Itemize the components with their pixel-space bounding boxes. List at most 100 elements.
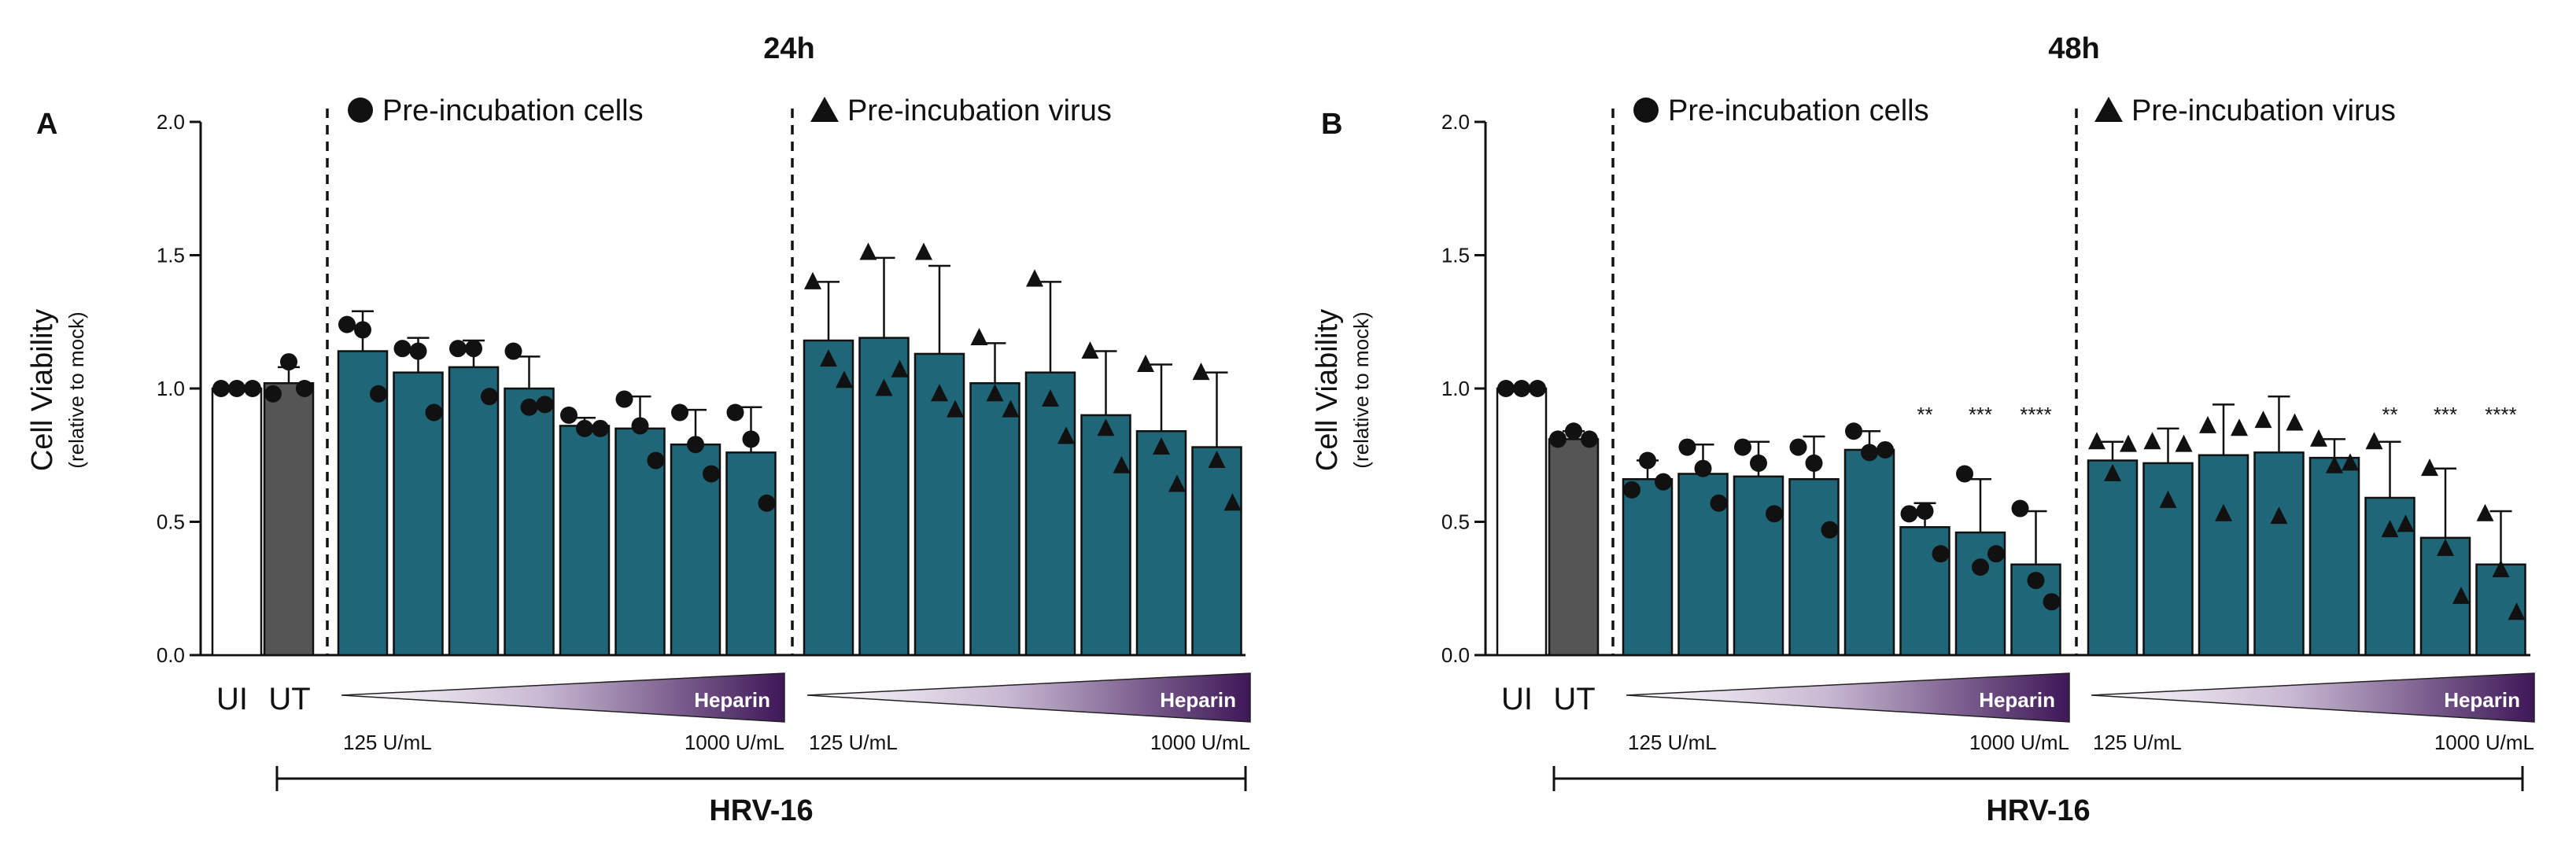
data-point-circle [1916,502,1934,520]
data-point-triangle [2397,514,2415,532]
dose-high-label: 1000 U/mL [1969,731,2069,754]
data-point-circle [576,419,593,437]
data-point-circle [1972,558,1989,576]
data-point-circle [449,340,467,358]
panel-letter: A [36,108,57,141]
data-point-triangle [2452,586,2470,604]
data-point-triangle [1223,493,1242,511]
data-point-triangle [2143,432,2161,450]
treatment-significance: ** [2382,403,2397,426]
y-axis-sublabel: (relative to mock) [65,311,88,468]
data-point-circle [228,380,245,397]
data-point-circle [1956,465,1973,483]
treatment-bar [1622,478,1674,657]
data-point-circle [1766,505,1783,523]
triangle-icon [810,97,839,122]
data-point-triangle [2342,453,2359,471]
data-point-circle [370,385,387,403]
data-point-triangle [1057,426,1075,444]
data-point-circle [560,406,578,424]
data-point-circle [1655,473,1672,491]
data-point-circle [354,321,371,339]
control-ut-bar [263,381,315,657]
data-point-circle [1900,505,1918,523]
data-point-triangle [947,400,964,418]
data-point-circle [687,436,704,454]
data-point-circle [1734,438,1751,456]
treatment-bar [504,387,555,657]
dose-low-label: 125 U/mL [2093,731,2182,754]
treatment-bar [1135,429,1187,657]
chart-title: 24h [763,32,814,65]
data-point-circle [1987,545,2005,563]
data-point-triangle [891,359,909,377]
data-point-triangle [2508,602,2526,621]
control-label-ut: UT [268,682,310,716]
data-point-triangle [2104,463,2121,481]
heparin-label: Heparin [694,688,770,712]
data-point-triangle [2492,559,2510,577]
data-point-circle [1678,438,1696,456]
treatment-significance: *** [1969,403,1992,426]
legend-virus-label: Pre-incubation virus [2131,94,2396,127]
data-point-circle [703,465,720,483]
data-point-triangle [2310,429,2327,447]
data-point-triangle [986,384,1004,402]
data-point-circle [671,403,688,422]
data-point-circle [1845,422,1862,440]
data-point-triangle [2159,490,2177,508]
data-point-triangle [2365,432,2383,450]
data-point-circle [280,353,297,371]
data-point-triangle [2231,418,2248,436]
data-point-circle [631,417,649,435]
y-tick-label: 2.0 [1441,110,1470,134]
data-point-circle [615,390,633,408]
data-point-circle [1565,422,1582,440]
treatment-bar [2308,456,2360,657]
y-axis-label: Cell Viability [26,309,59,471]
circle-icon [348,98,373,123]
heparin-gradient-wedge [1626,672,2070,723]
data-point-triangle [931,384,948,402]
group-cells: Heparin 125 U/mL 1000 U/mL [337,310,785,754]
control-label-ut: UT [1553,682,1595,716]
data-point-circle [212,380,230,397]
data-point-triangle [859,242,877,260]
data-point-triangle [2421,458,2438,477]
data-point-triangle [2120,434,2137,452]
y-tick-label: 1.5 [157,244,185,267]
legend-virus-label: Pre-incubation virus [847,94,1112,127]
treatment-bar [2198,454,2249,657]
treatment-bar [1843,448,1895,657]
dose-low-label: 125 U/mL [1628,731,1717,754]
virus-label: HRV-16 [709,794,813,827]
data-point-triangle [2199,415,2216,433]
treatment-bar [2087,459,2139,657]
data-point-circle [1750,454,1767,472]
data-point-circle [1805,454,1823,472]
heparin-label: Heparin [2444,688,2520,712]
data-point-circle [1821,521,1839,539]
data-point-circle [726,403,744,422]
control-label-ui: UI [216,682,248,716]
data-point-circle [2043,593,2061,611]
y-tick-label: 0.5 [1441,510,1470,534]
y-axis-sublabel: (relative to mock) [1349,311,1373,468]
data-point-triangle [1168,474,1186,492]
treatment-bar [1024,371,1076,657]
data-point-circle [1639,451,1656,470]
data-point-triangle [970,327,988,346]
data-point-triangle [1113,455,1131,473]
data-point-triangle [1026,269,1043,287]
data-point-circle [1932,545,1950,563]
data-point-triangle [820,349,837,367]
y-tick-label: 1.0 [157,377,185,400]
data-point-triangle [1208,450,1226,468]
y-tick-label: 1.5 [1441,244,1470,267]
chart-title: 48h [2048,32,2099,65]
treatment-bar [1733,475,1784,657]
data-point-triangle [2381,520,2399,538]
data-point-circle [2011,499,2029,517]
data-point-circle [244,380,261,397]
